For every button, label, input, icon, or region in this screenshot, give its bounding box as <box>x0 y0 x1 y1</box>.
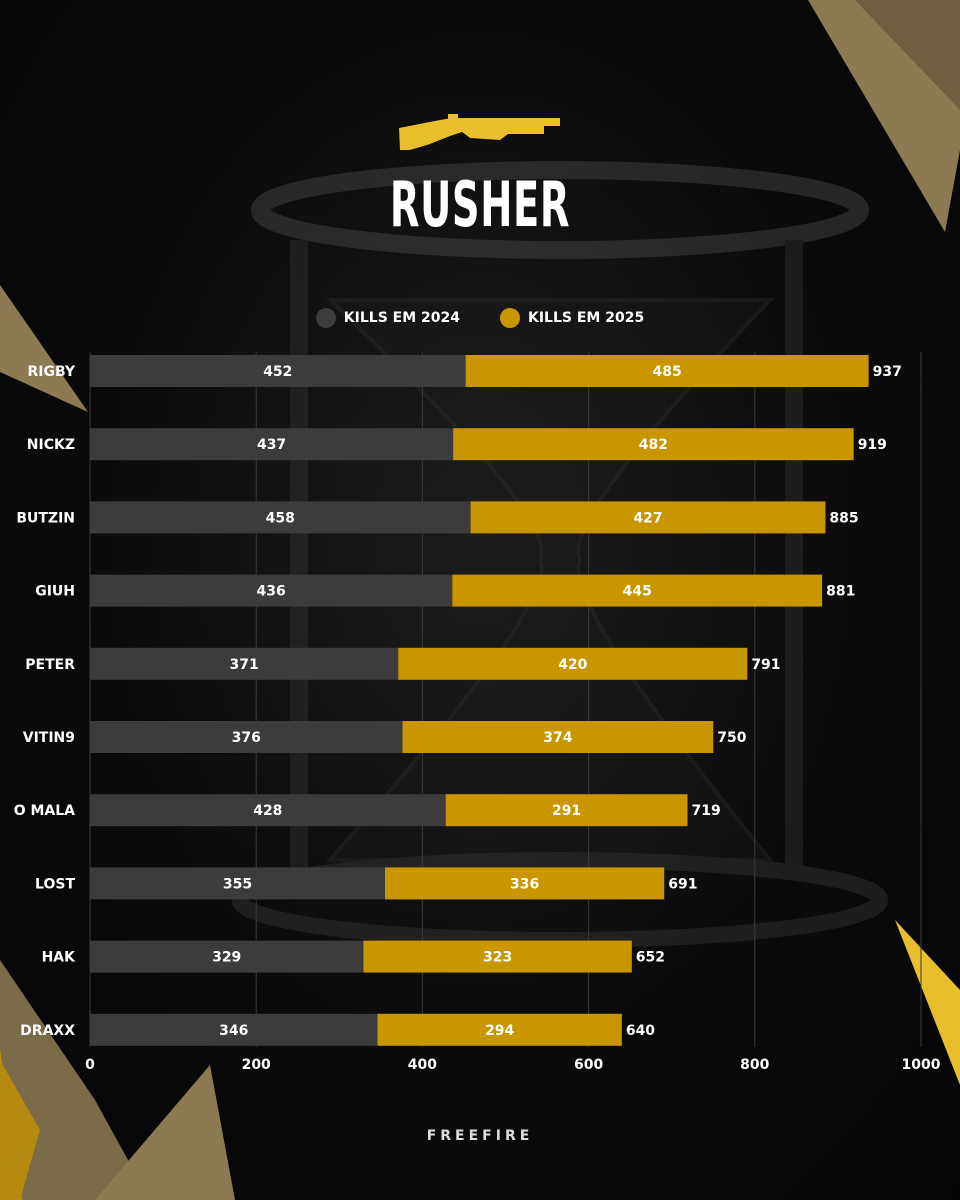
bar-2025 <box>385 867 665 900</box>
data-label-2024: 428 <box>253 803 282 819</box>
total-label: 691 <box>668 876 697 892</box>
data-label-2025: 420 <box>558 657 587 673</box>
total-label: 652 <box>636 950 665 966</box>
legend-item-2024: KILLS EM 2024 <box>315 308 460 328</box>
x-tick-label: 800 <box>740 1057 769 1073</box>
shotgun-icon <box>399 114 560 150</box>
bar-2024 <box>90 794 446 827</box>
category-label: O MALA <box>14 803 75 819</box>
data-label-2024: 376 <box>232 730 261 746</box>
total-label: 919 <box>858 437 887 453</box>
footer-brand: FREEFIRE <box>426 1128 534 1144</box>
data-label-2024: 355 <box>223 876 252 892</box>
legend-swatch-2024 <box>315 308 336 328</box>
category-label: LOST <box>35 876 75 892</box>
bars-layer <box>90 355 869 1046</box>
data-label-2025: 445 <box>623 584 652 600</box>
legend-swatch-2025 <box>500 308 520 328</box>
legend-label-2025: KILLS EM 2025 <box>528 310 645 326</box>
bar-2024 <box>90 647 399 680</box>
data-label-2025: 291 <box>552 803 581 819</box>
total-label: 750 <box>717 730 746 746</box>
bar-2025 <box>377 1013 622 1046</box>
x-tick-label: 0 <box>85 1057 95 1073</box>
total-label: 640 <box>626 1023 655 1039</box>
grid-lines <box>89 352 922 1047</box>
data-label-2025: 485 <box>653 364 682 380</box>
x-tick-label: 1000 <box>902 1057 941 1073</box>
bar-2025 <box>398 647 748 680</box>
category-label: RIGBY <box>27 364 75 380</box>
total-label: 885 <box>829 510 858 526</box>
category-label: VITIN9 <box>23 730 75 746</box>
category-label: DRAXX <box>20 1023 75 1039</box>
x-tick-label: 400 <box>408 1057 437 1073</box>
data-label-2024: 436 <box>257 584 286 600</box>
category-label: NICKZ <box>27 437 75 453</box>
category-label: HAK <box>42 950 77 966</box>
bar-2025 <box>363 940 632 973</box>
legend-label-2024: KILLS EM 2024 <box>343 310 460 326</box>
page-title: RUSHER <box>389 168 571 241</box>
bar-2024 <box>90 355 466 387</box>
total-label: 937 <box>873 364 902 380</box>
bar-2024 <box>90 867 386 900</box>
bar-2024 <box>90 428 454 461</box>
x-tick-label: 600 <box>574 1057 603 1073</box>
bar-2025 <box>402 721 714 753</box>
bar-2025 <box>445 794 688 827</box>
data-label-2025: 336 <box>510 876 539 892</box>
data-label-2024: 452 <box>263 364 292 380</box>
bar-2024 <box>90 721 403 753</box>
bar-2025 <box>452 574 823 607</box>
category-label: GIUH <box>35 584 75 600</box>
legend-item-2025: KILLS EM 2025 <box>500 308 644 328</box>
data-label-2024: 371 <box>230 657 259 673</box>
category-label: BUTZIN <box>16 510 75 526</box>
data-label-2025: 323 <box>483 950 512 966</box>
x-tick-label: 200 <box>242 1057 271 1073</box>
bar-2025 <box>465 355 869 387</box>
labels-layer: 0 200 400 600 800 1000 RIGBY 452 485 937 NICKZ 437 4… <box>14 364 941 1073</box>
total-label: 881 <box>826 584 855 600</box>
data-label-2025: 482 <box>639 437 668 453</box>
data-label-2024: 458 <box>266 510 295 526</box>
total-label: 791 <box>751 657 780 673</box>
category-label: PETER <box>25 657 75 673</box>
data-label-2024: 437 <box>257 437 286 453</box>
data-label-2025: 427 <box>633 510 662 526</box>
data-label-2025: 374 <box>543 730 572 746</box>
legend: KILLS EM 2024 KILLS EM 2025 <box>0 306 960 330</box>
bar-2025 <box>453 428 854 461</box>
data-label-2024: 346 <box>219 1023 248 1039</box>
bar-2024 <box>90 940 364 973</box>
data-label-2025: 294 <box>485 1023 514 1039</box>
data-label-2024: 329 <box>212 950 241 966</box>
bar-2024 <box>90 1013 378 1046</box>
bar-2024 <box>90 574 453 607</box>
total-label: 719 <box>691 803 720 819</box>
bar-2024 <box>90 501 471 534</box>
bar-2025 <box>470 501 826 534</box>
